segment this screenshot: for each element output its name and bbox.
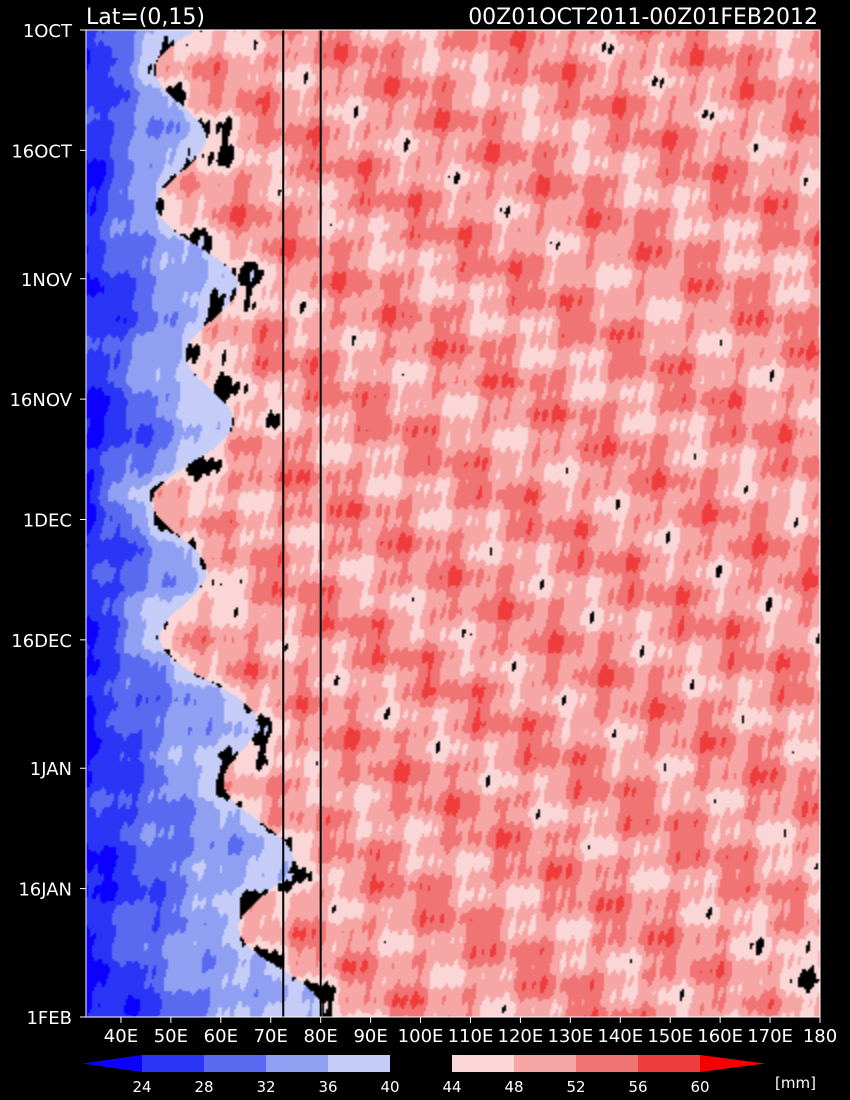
x-tick-label: 180 [803,1026,837,1047]
x-tick-label: 130E [547,1026,593,1047]
x-tick-label: 40E [104,1026,138,1047]
colorbar-label: 32 [256,1078,275,1096]
colorbar-label: 24 [132,1078,151,1096]
x-axis: 40E 50E 60E 70E 80E 90E 100E 110E 120E 130E 140E 15… [104,1017,837,1047]
reference-lines [282,30,322,1017]
title-right: 00Z01OCT2011-00Z01FEB2012 [468,5,818,30]
colorbar-label: 28 [194,1078,213,1096]
colorbar-high-arrow [700,1055,765,1072]
colorbar-swatch [452,1055,515,1072]
y-tick-label: 1NOV [21,270,73,291]
colorbar-label: 56 [628,1078,647,1096]
x-tick-label: 70E [254,1026,288,1047]
x-tick-label: 80E [304,1026,338,1047]
x-tick-label: 120E [498,1026,544,1047]
colorbar-label: 60 [690,1078,709,1096]
colorbar-swatch [390,1055,453,1072]
shaded-field [86,30,820,1017]
x-tick-label: 110E [448,1026,494,1047]
y-tick-label: 16JAN [18,880,72,901]
y-tick-label: 1OCT [23,21,73,42]
x-tick-label: 100E [398,1026,444,1047]
x-tick-label: 50E [154,1026,188,1047]
y-tick-label: 16NOV [9,390,72,411]
colorbar-label: 48 [504,1078,523,1096]
y-tick-label: 1FEB [26,1008,72,1029]
y-tick-label: 1DEC [23,510,72,531]
colorbar-label: 40 [380,1078,399,1096]
y-tick-label: 16OCT [11,141,73,162]
x-tick-label: 90E [353,1026,387,1047]
colorbar-swatch [328,1055,391,1072]
colorbar-label: 44 [442,1078,461,1096]
contour-field [86,30,820,1017]
plot-frame [85,29,821,1018]
colorbar-swatch [514,1055,577,1072]
title-left: Lat=(0,15) [86,5,205,30]
colorbar-swatch [204,1055,267,1072]
colorbar-swatch [142,1055,205,1072]
colorbar-unit: [mm] [775,1074,816,1092]
y-tick-label: 1JAN [30,759,72,780]
x-tick-label: 60E [204,1026,238,1047]
colorbar-swatch [638,1055,701,1072]
colorbar-label: 36 [318,1078,337,1096]
colorbar-swatch [576,1055,639,1072]
x-tick-label: 150E [647,1026,693,1047]
x-tick-label: 160E [697,1026,743,1047]
x-tick-label: 170E [747,1026,793,1047]
colorbar-swatch [266,1055,329,1072]
colorbar: 24 28 32 36 40 44 48 52 56 60 [82,1055,765,1096]
y-axis: 1OCT 16OCT 1NOV 16NOV 1DEC 16DEC 1JAN 16JAN 1FEB [9,21,86,1029]
y-tick-label: 16DEC [11,631,72,652]
colorbar-label: 52 [566,1078,585,1096]
x-tick-label: 140E [597,1026,643,1047]
colorbar-low-arrow [82,1055,142,1072]
